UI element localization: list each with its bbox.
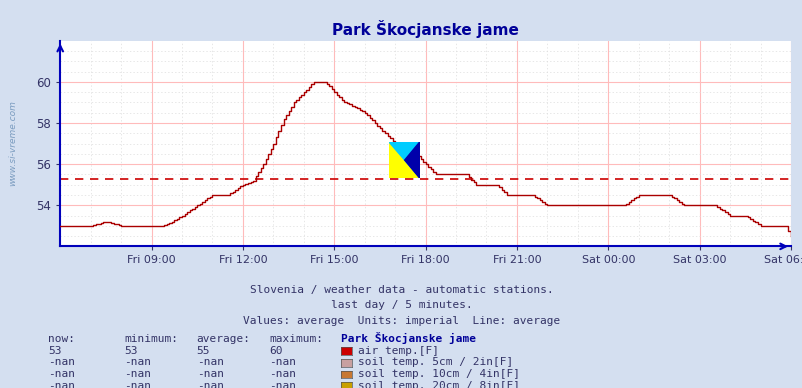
Text: soil temp. 5cm / 2in[F]: soil temp. 5cm / 2in[F] [358, 357, 512, 367]
Text: -nan: -nan [48, 381, 75, 388]
Text: -nan: -nan [269, 381, 296, 388]
Text: -nan: -nan [124, 357, 152, 367]
Text: -nan: -nan [269, 369, 296, 379]
Text: minimum:: minimum: [124, 334, 178, 344]
Text: Slovenia / weather data - automatic stations.: Slovenia / weather data - automatic stat… [249, 285, 553, 295]
Text: 55: 55 [196, 346, 210, 356]
Text: 53: 53 [124, 346, 138, 356]
Text: soil temp. 10cm / 4in[F]: soil temp. 10cm / 4in[F] [358, 369, 520, 379]
Text: average:: average: [196, 334, 250, 344]
Text: air temp.[F]: air temp.[F] [358, 346, 439, 356]
Text: soil temp. 20cm / 8in[F]: soil temp. 20cm / 8in[F] [358, 381, 520, 388]
Text: Park Škocjanske jame: Park Škocjanske jame [341, 332, 476, 344]
Polygon shape [389, 142, 419, 178]
Polygon shape [389, 142, 419, 178]
Text: 53: 53 [48, 346, 62, 356]
Text: -nan: -nan [48, 357, 75, 367]
Text: -nan: -nan [48, 369, 75, 379]
Text: now:: now: [48, 334, 75, 344]
Text: last day / 5 minutes.: last day / 5 minutes. [330, 300, 472, 310]
Text: maximum:: maximum: [269, 334, 322, 344]
Text: 60: 60 [269, 346, 282, 356]
Text: -nan: -nan [124, 369, 152, 379]
Text: -nan: -nan [196, 381, 224, 388]
Text: -nan: -nan [196, 369, 224, 379]
Text: -nan: -nan [269, 357, 296, 367]
Title: Park Škocjanske jame: Park Škocjanske jame [332, 20, 518, 38]
Text: -nan: -nan [124, 381, 152, 388]
Polygon shape [404, 142, 419, 178]
Text: Values: average  Units: imperial  Line: average: Values: average Units: imperial Line: av… [242, 316, 560, 326]
Text: -nan: -nan [196, 357, 224, 367]
Text: www.si-vreme.com: www.si-vreme.com [8, 100, 17, 187]
